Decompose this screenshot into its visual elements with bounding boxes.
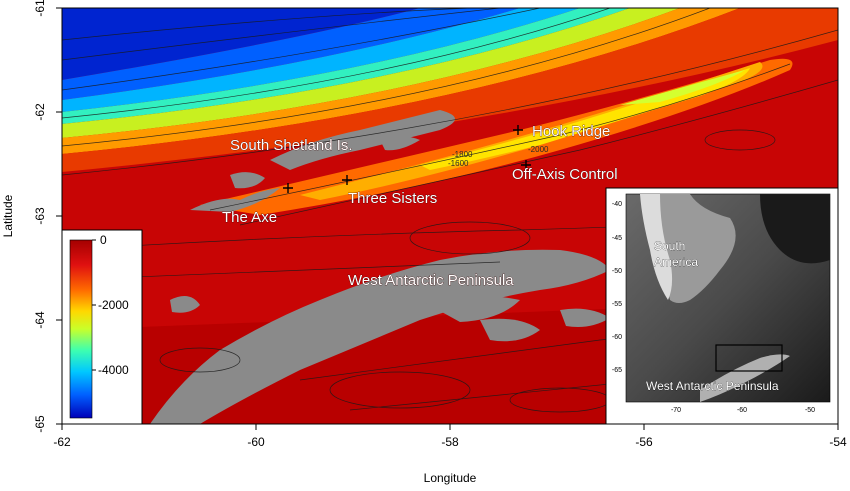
- legend-color-bar: [69, 239, 93, 419]
- y-tick-label: -65: [33, 415, 47, 433]
- label-west-antarctic: West Antarctic Peninsula: [348, 272, 514, 289]
- inset-y-tick: -55: [612, 301, 622, 308]
- inset-x-tick: -70: [671, 407, 681, 414]
- inset-label-south: South: [654, 239, 685, 253]
- x-tick-label: -62: [53, 435, 71, 449]
- inset-antarctic-peninsula: [700, 354, 790, 402]
- inset-label-america: America: [654, 255, 698, 269]
- x-tick-label: -60: [247, 435, 265, 449]
- x-axis-title: Longitude: [424, 471, 477, 485]
- x-tick-label: -54: [829, 435, 847, 449]
- inset-y-tick: -65: [612, 367, 622, 374]
- inset-south-america: [640, 194, 736, 303]
- inset-x-tick: -50: [805, 407, 815, 414]
- y-tick-label: -63: [33, 207, 47, 225]
- inset-y-tick: -40: [612, 201, 622, 208]
- inset-map: -70 -60 -50 -40 -45 -50 -55 -60 -65 Sout…: [605, 187, 839, 425]
- y-axis: [56, 7, 62, 425]
- inset-x-tick: -60: [737, 407, 747, 414]
- contour-label: -2000: [528, 145, 549, 154]
- depth-legend: 0 -2000 -4000: [61, 229, 143, 425]
- inset-y-tick: -60: [612, 334, 622, 341]
- inset-label-wap: West Antarctic Peninsula: [646, 379, 779, 393]
- x-tick-label: -58: [441, 435, 459, 449]
- site-marker-hook-ridge: [513, 125, 523, 135]
- legend-tick-label: -2000: [98, 298, 129, 312]
- inset-y-tick: -50: [612, 268, 622, 275]
- site-marker-off-axis: [521, 160, 531, 170]
- label-the-axe: The Axe: [222, 209, 277, 226]
- inset-study-area-box: [715, 344, 783, 372]
- legend-tick-label: 0: [100, 233, 107, 247]
- label-south-shetland: South Shetland Is.: [230, 137, 353, 154]
- y-tick-label: -62: [33, 103, 47, 121]
- x-axis: [61, 424, 839, 430]
- contour-label: -1600: [448, 159, 469, 168]
- x-tick-label: -56: [635, 435, 653, 449]
- site-marker-three-sisters: [342, 175, 352, 185]
- legend-tick-label: -4000: [98, 363, 129, 377]
- y-axis-title: Latitude: [1, 194, 15, 237]
- label-three-sisters: Three Sisters: [348, 190, 437, 207]
- label-hook-ridge: Hook Ridge: [532, 123, 610, 140]
- y-tick-label: -64: [33, 311, 47, 329]
- site-markers: [283, 125, 531, 193]
- inset-y-tick: -45: [612, 235, 622, 242]
- contour-label: -1800: [452, 150, 473, 159]
- label-off-axis: Off-Axis Control: [512, 166, 618, 183]
- y-tick-label: -61: [33, 0, 47, 17]
- site-marker-the-axe: [283, 183, 293, 193]
